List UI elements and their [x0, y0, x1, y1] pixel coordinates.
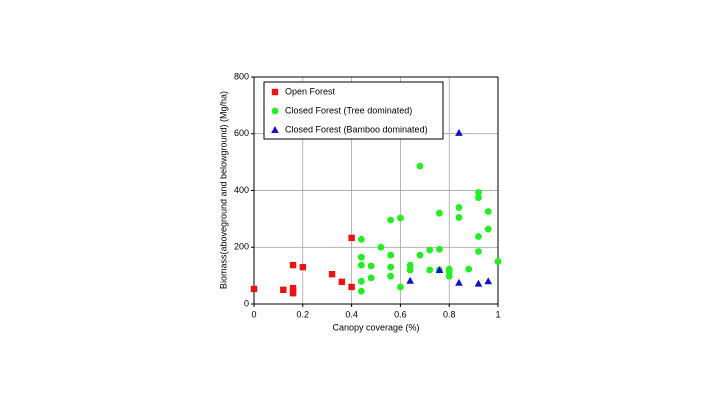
point [348, 283, 355, 291]
plot-frame [253, 76, 499, 305]
x-tick-label: 1 [495, 309, 500, 319]
point [435, 265, 444, 273]
point [484, 277, 493, 285]
point [357, 287, 365, 295]
legend-label: Open Forest [285, 86, 336, 96]
point [455, 204, 463, 211]
point [426, 246, 434, 254]
point [250, 285, 258, 293]
x-tick-label: 0.2 [297, 309, 310, 319]
point [455, 128, 463, 136]
y-tick-label: 400 [234, 185, 249, 195]
point [465, 265, 473, 273]
point [426, 266, 434, 274]
point [416, 251, 424, 259]
point [357, 261, 365, 269]
point [475, 194, 482, 201]
y-tick-label: 0 [244, 298, 249, 308]
x-axis-label: Canopy coverage (%) [332, 322, 419, 332]
point [436, 245, 443, 253]
point [406, 276, 414, 284]
legend-marker [271, 88, 279, 96]
point [436, 209, 443, 217]
point [348, 234, 355, 242]
legend-label: Closed Forest (Bamboo dominated) [285, 124, 428, 134]
point [397, 214, 404, 222]
legend-box [263, 81, 444, 140]
point [484, 225, 492, 233]
point [445, 272, 453, 280]
x-tick-label: 0.6 [394, 309, 407, 319]
point [455, 278, 463, 286]
point [367, 274, 375, 282]
point [377, 243, 385, 251]
point [455, 214, 463, 221]
point [474, 279, 483, 287]
point [406, 266, 414, 274]
legend-marker [271, 126, 279, 133]
point [280, 286, 287, 294]
point [475, 248, 482, 255]
point [475, 233, 482, 240]
point [338, 278, 346, 286]
point [289, 261, 297, 269]
x-tick-label: 0 [251, 309, 256, 319]
point [494, 258, 502, 265]
point [406, 261, 414, 269]
point [357, 253, 365, 261]
point [387, 272, 395, 280]
point [357, 277, 365, 285]
x-tick-label: 0.4 [345, 309, 358, 319]
legend-marker [271, 107, 279, 115]
legend-label: Closed Forest (Tree dominated) [285, 105, 412, 115]
point [289, 290, 297, 297]
y-axis-label: Biomass(aboveground and belowground) (Mg… [218, 91, 228, 289]
point [484, 208, 492, 215]
point [387, 251, 395, 259]
point [367, 262, 375, 270]
point [416, 162, 424, 170]
point [387, 216, 395, 224]
y-tick-label: 200 [234, 242, 249, 252]
y-tick-label: 600 [234, 128, 249, 138]
point [397, 283, 404, 291]
point [357, 235, 365, 243]
point [299, 263, 306, 271]
point [328, 271, 336, 278]
point [475, 189, 482, 196]
point [387, 263, 395, 271]
y-tick-label: 800 [234, 71, 249, 81]
x-tick-label: 0.8 [443, 309, 456, 319]
